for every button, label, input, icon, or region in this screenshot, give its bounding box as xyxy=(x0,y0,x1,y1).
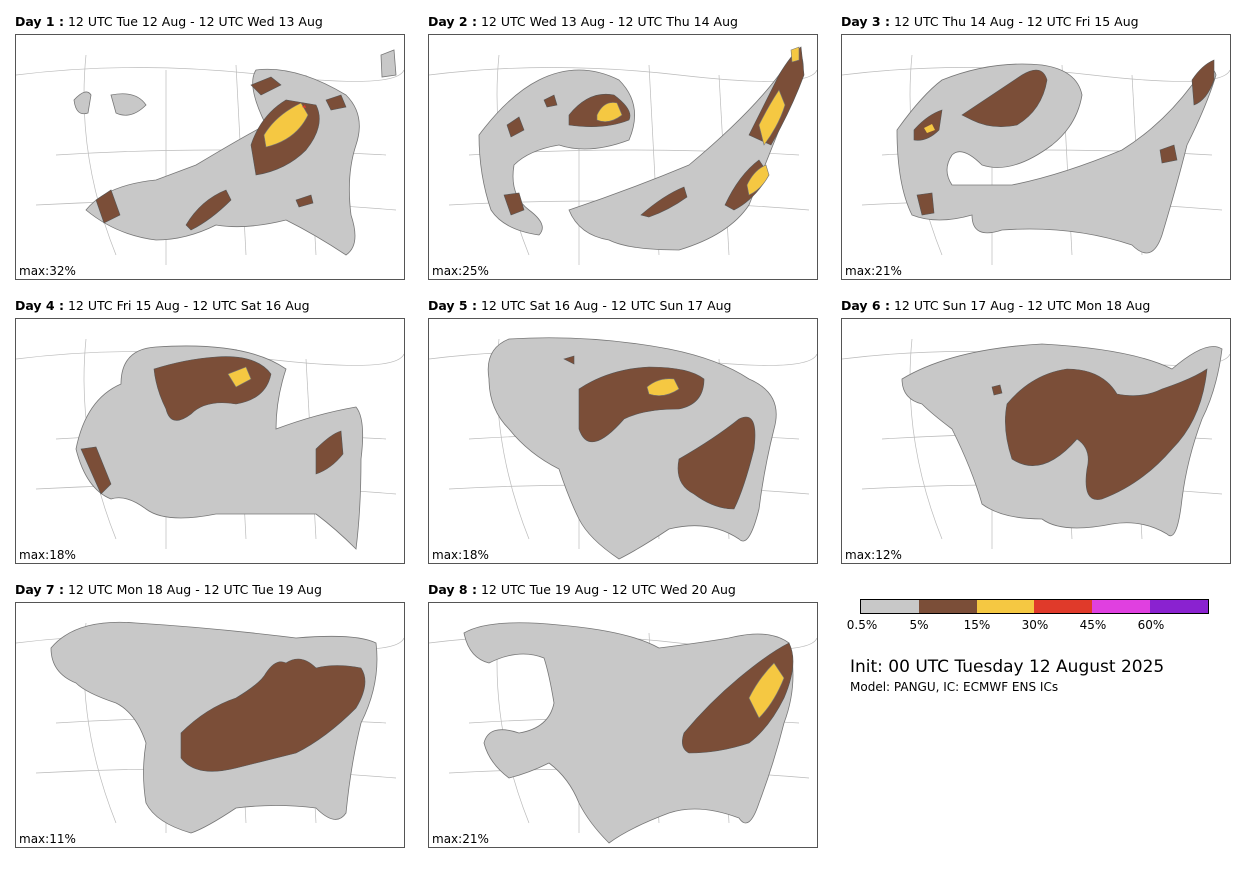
max-probability: max:25% xyxy=(432,264,489,278)
colorbar-bin xyxy=(1150,600,1208,613)
prob-area-0.5pct-small xyxy=(73,49,397,116)
day-label: Day 1 : xyxy=(15,14,64,29)
colorbar-bin xyxy=(1092,600,1151,613)
prob-area-5pct xyxy=(75,345,364,550)
prob-area-15pct xyxy=(227,366,252,388)
probability-map: max:25% xyxy=(428,34,818,280)
day-label: Day 8 : xyxy=(428,582,477,597)
max-probability: max:18% xyxy=(432,548,489,562)
max-probability: max:11% xyxy=(19,832,76,846)
panel-title: Day 7 : 12 UTC Mon 18 Aug - 12 UTC Tue 1… xyxy=(15,582,405,598)
prob-area-5pct-dark xyxy=(913,59,1215,216)
panel-title: Day 1 : 12 UTC Tue 12 Aug - 12 UTC Wed 1… xyxy=(15,14,405,30)
colorbar-tick-label: 5% xyxy=(909,618,929,632)
probability-legend: 0.5% 5% 15% 30% 45% 60% xyxy=(847,599,1210,634)
max-probability: max:21% xyxy=(432,832,489,846)
day-label: Day 6 : xyxy=(841,298,890,313)
prob-area-5pct xyxy=(463,622,794,844)
max-probability: max:21% xyxy=(845,264,902,278)
valid-period: 12 UTC Wed 13 Aug - 12 UTC Thu 14 Aug xyxy=(480,14,738,29)
panel-title: Day 5 : 12 UTC Sat 16 Aug - 12 UTC Sun 1… xyxy=(428,298,818,314)
model-info: Model: PANGU, IC: ECMWF ENS ICs xyxy=(850,680,1059,694)
max-probability: max:32% xyxy=(19,264,76,278)
colorbar-tick-label: 30% xyxy=(1021,618,1049,632)
panel-title: Day 8 : 12 UTC Tue 19 Aug - 12 UTC Wed 2… xyxy=(428,582,818,598)
prob-area-5pct-dark xyxy=(563,355,756,510)
day-6-panel: Day 6 : 12 UTC Sun 17 Aug - 12 UTC Mon 1… xyxy=(841,298,1231,564)
day-1-panel: Day 1 : 12 UTC Tue 12 Aug - 12 UTC Wed 1… xyxy=(15,14,405,280)
prob-area-5pct xyxy=(487,337,777,560)
prob-area-15pct xyxy=(748,662,785,719)
colorbar-tick-label: 45% xyxy=(1079,618,1107,632)
day-7-panel: Day 7 : 12 UTC Mon 18 Aug - 12 UTC Tue 1… xyxy=(15,582,405,848)
colorbar-bin xyxy=(1034,600,1093,613)
prob-area-15pct xyxy=(596,46,800,196)
probability-map: max:12% xyxy=(841,318,1231,564)
day-label: Day 5 : xyxy=(428,298,477,313)
colorbar-bin xyxy=(918,600,977,613)
day-label: Day 7 : xyxy=(15,582,64,597)
colorbar-bin xyxy=(861,600,919,613)
prob-area-5pct-dark xyxy=(80,356,344,495)
max-probability: max:18% xyxy=(19,548,76,562)
prob-area-5pct-dark xyxy=(180,658,366,772)
day-label: Day 3 : xyxy=(841,14,890,29)
day-4-panel: Day 4 : 12 UTC Fri 15 Aug - 12 UTC Sat 1… xyxy=(15,298,405,564)
day-label: Day 4 : xyxy=(15,298,64,313)
valid-period: 12 UTC Sun 17 Aug - 12 UTC Mon 18 Aug xyxy=(893,298,1151,313)
colorbar-tick-label: 0.5% xyxy=(846,618,878,632)
valid-period: 12 UTC Fri 15 Aug - 12 UTC Sat 16 Aug xyxy=(67,298,310,313)
panel-title: Day 2 : 12 UTC Wed 13 Aug - 12 UTC Thu 1… xyxy=(428,14,818,30)
valid-period: 12 UTC Tue 12 Aug - 12 UTC Wed 13 Aug xyxy=(67,14,323,29)
valid-period: 12 UTC Thu 14 Aug - 12 UTC Fri 15 Aug xyxy=(893,14,1139,29)
prob-area-5pct xyxy=(478,52,804,251)
init-time: Init: 00 UTC Tuesday 12 August 2025 xyxy=(850,657,1165,677)
valid-period: 12 UTC Sat 16 Aug - 12 UTC Sun 17 Aug xyxy=(480,298,732,313)
probability-map: max:21% xyxy=(428,602,818,848)
probability-map: max:21% xyxy=(841,34,1231,280)
probability-map: max:32% xyxy=(15,34,405,280)
prob-area-15pct xyxy=(263,102,309,148)
colorbar-tick-label: 15% xyxy=(963,618,991,632)
probability-map: max:11% xyxy=(15,602,405,848)
colorbar xyxy=(860,599,1209,614)
prob-area-5pct-dark xyxy=(682,642,794,754)
valid-period: 12 UTC Tue 19 Aug - 12 UTC Wed 20 Aug xyxy=(480,582,736,597)
day-2-panel: Day 2 : 12 UTC Wed 13 Aug - 12 UTC Thu 1… xyxy=(428,14,818,280)
day-label: Day 2 : xyxy=(428,14,477,29)
colorbar-tick-label: 60% xyxy=(1137,618,1165,632)
day-3-panel: Day 3 : 12 UTC Thu 14 Aug - 12 UTC Fri 1… xyxy=(841,14,1231,280)
valid-period: 12 UTC Mon 18 Aug - 12 UTC Tue 19 Aug xyxy=(67,582,322,597)
panel-title: Day 3 : 12 UTC Thu 14 Aug - 12 UTC Fri 1… xyxy=(841,14,1231,30)
colorbar-ticks: 0.5% 5% 15% 30% 45% 60% xyxy=(847,618,1210,634)
prob-area-30pct xyxy=(302,105,306,108)
prob-area-15pct xyxy=(924,124,935,133)
panel-title: Day 6 : 12 UTC Sun 17 Aug - 12 UTC Mon 1… xyxy=(841,298,1231,314)
colorbar-bin xyxy=(976,600,1035,613)
probability-map: max:18% xyxy=(15,318,405,564)
prob-area-15pct xyxy=(646,378,680,396)
prob-area-5pct-dark xyxy=(991,368,1208,500)
panel-title: Day 4 : 12 UTC Fri 15 Aug - 12 UTC Sat 1… xyxy=(15,298,405,314)
probability-map: max:18% xyxy=(428,318,818,564)
day-5-panel: Day 5 : 12 UTC Sat 16 Aug - 12 UTC Sun 1… xyxy=(428,298,818,564)
day-8-panel: Day 8 : 12 UTC Tue 19 Aug - 12 UTC Wed 2… xyxy=(428,582,818,848)
max-probability: max:12% xyxy=(845,548,902,562)
